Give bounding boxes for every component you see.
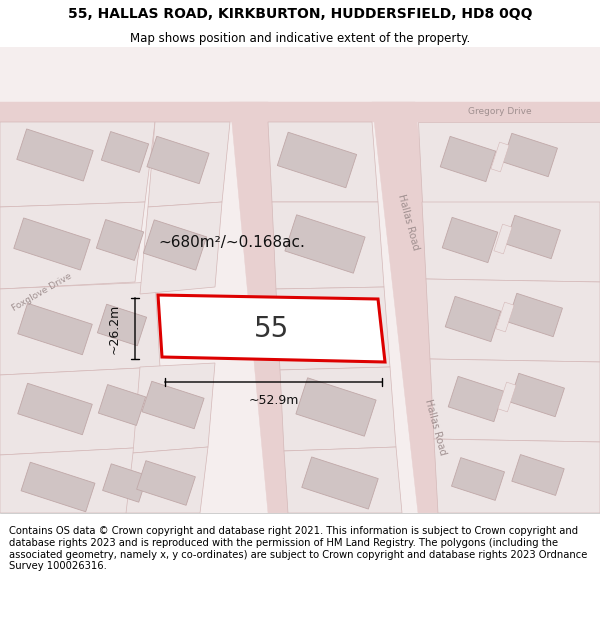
Polygon shape [21,462,95,512]
Polygon shape [448,376,504,422]
Text: Map shows position and indicative extent of the property.: Map shows position and indicative extent… [130,32,470,45]
Polygon shape [494,224,512,254]
Polygon shape [276,287,390,370]
Polygon shape [17,129,93,181]
Polygon shape [0,202,145,289]
Polygon shape [440,136,496,182]
Polygon shape [0,367,160,455]
Polygon shape [0,272,155,387]
Polygon shape [140,202,222,294]
Polygon shape [97,219,143,261]
Polygon shape [147,136,209,184]
Polygon shape [272,202,384,289]
Polygon shape [503,133,557,177]
Text: ~680m²/~0.168ac.: ~680m²/~0.168ac. [158,234,305,249]
Polygon shape [14,218,90,270]
Text: Hallas Road: Hallas Road [396,193,420,251]
Polygon shape [18,383,92,435]
Polygon shape [230,102,308,513]
Polygon shape [506,216,560,259]
Polygon shape [18,303,92,355]
Text: Gregory Drive: Gregory Drive [468,107,532,116]
Text: 55: 55 [254,315,290,343]
Text: ~52.9m: ~52.9m [248,394,299,407]
Polygon shape [0,282,160,375]
Polygon shape [508,293,562,337]
Polygon shape [0,122,155,207]
Polygon shape [445,296,501,342]
Polygon shape [268,122,378,202]
Text: Contains OS data © Crown copyright and database right 2021. This information is : Contains OS data © Crown copyright and d… [9,526,587,571]
Text: Hallas Road: Hallas Road [423,398,447,456]
Polygon shape [496,302,514,332]
Polygon shape [284,447,402,513]
Polygon shape [422,202,600,282]
Polygon shape [143,220,206,270]
Polygon shape [512,454,564,496]
Polygon shape [498,382,516,412]
Polygon shape [0,102,600,122]
Polygon shape [101,131,149,173]
Polygon shape [418,122,600,202]
Polygon shape [451,458,505,501]
Polygon shape [277,132,356,188]
Polygon shape [148,122,230,207]
Polygon shape [137,461,196,505]
Polygon shape [491,142,509,172]
Polygon shape [434,439,600,513]
Polygon shape [442,217,498,262]
Polygon shape [430,359,600,442]
Text: ~26.2m: ~26.2m [108,303,121,354]
Polygon shape [142,381,204,429]
Polygon shape [103,464,148,502]
Polygon shape [0,47,600,513]
Polygon shape [133,363,215,453]
Polygon shape [126,447,208,513]
Polygon shape [98,384,146,426]
Polygon shape [426,279,600,362]
Polygon shape [296,378,376,436]
Polygon shape [285,215,365,273]
Text: Foxglove Drive: Foxglove Drive [11,271,73,312]
Polygon shape [97,304,146,346]
Polygon shape [0,447,152,513]
Polygon shape [372,102,460,513]
Text: 55, HALLAS ROAD, KIRKBURTON, HUDDERSFIELD, HD8 0QQ: 55, HALLAS ROAD, KIRKBURTON, HUDDERSFIEL… [68,7,532,21]
Polygon shape [280,367,396,451]
Polygon shape [158,295,385,362]
Polygon shape [509,373,565,417]
Polygon shape [302,457,378,509]
